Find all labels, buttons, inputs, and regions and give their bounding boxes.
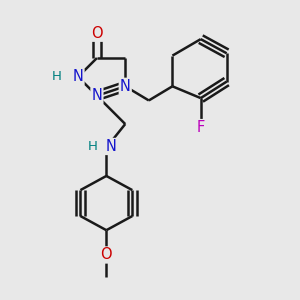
Text: N: N bbox=[73, 69, 83, 84]
Text: N: N bbox=[92, 88, 102, 103]
Text: F: F bbox=[196, 120, 205, 135]
Text: N: N bbox=[120, 79, 131, 94]
Text: N: N bbox=[106, 139, 116, 154]
Text: H: H bbox=[52, 70, 62, 83]
Text: H: H bbox=[87, 140, 97, 153]
Text: O: O bbox=[91, 26, 103, 41]
Text: O: O bbox=[100, 248, 112, 262]
